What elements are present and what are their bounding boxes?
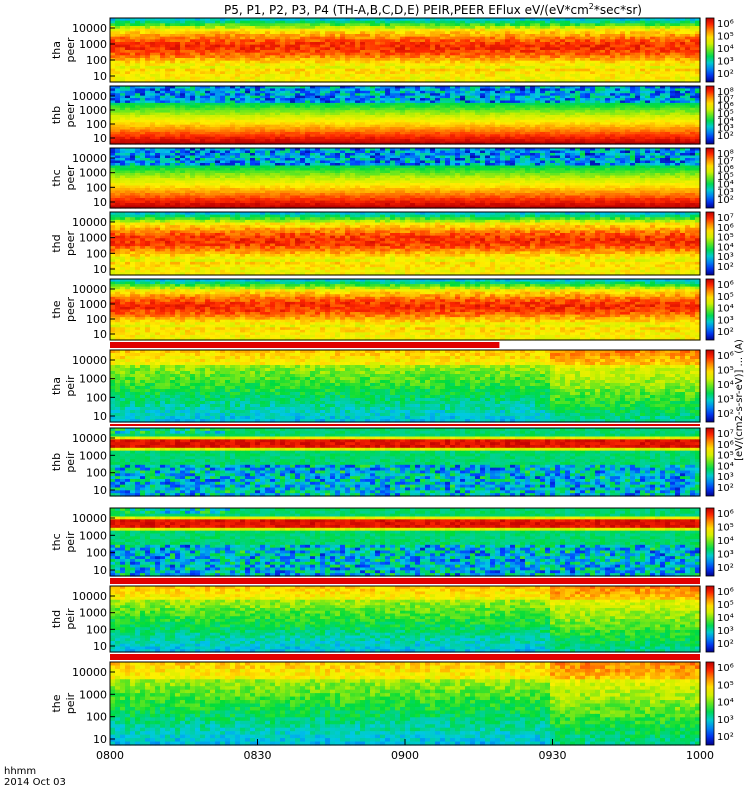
colorbar-tick-label: 10² (717, 69, 734, 80)
panel-species-label: peer (64, 37, 77, 63)
colorbar-tick-label: 10⁶ (717, 19, 734, 30)
y-tick-label: 10000 (72, 22, 107, 35)
y-tick-label: 100 (86, 54, 107, 67)
colorbar (706, 18, 714, 82)
colorbar-tick-label: 10⁴ (717, 44, 734, 55)
colorbar-tick-label: 10⁵ (717, 32, 734, 43)
colorbar-tick-label: 10³ (717, 57, 734, 68)
y-tick-label: 10 (93, 70, 107, 83)
panel-probe-label: tha (50, 41, 63, 59)
y-tick-label: 1000 (79, 38, 107, 51)
